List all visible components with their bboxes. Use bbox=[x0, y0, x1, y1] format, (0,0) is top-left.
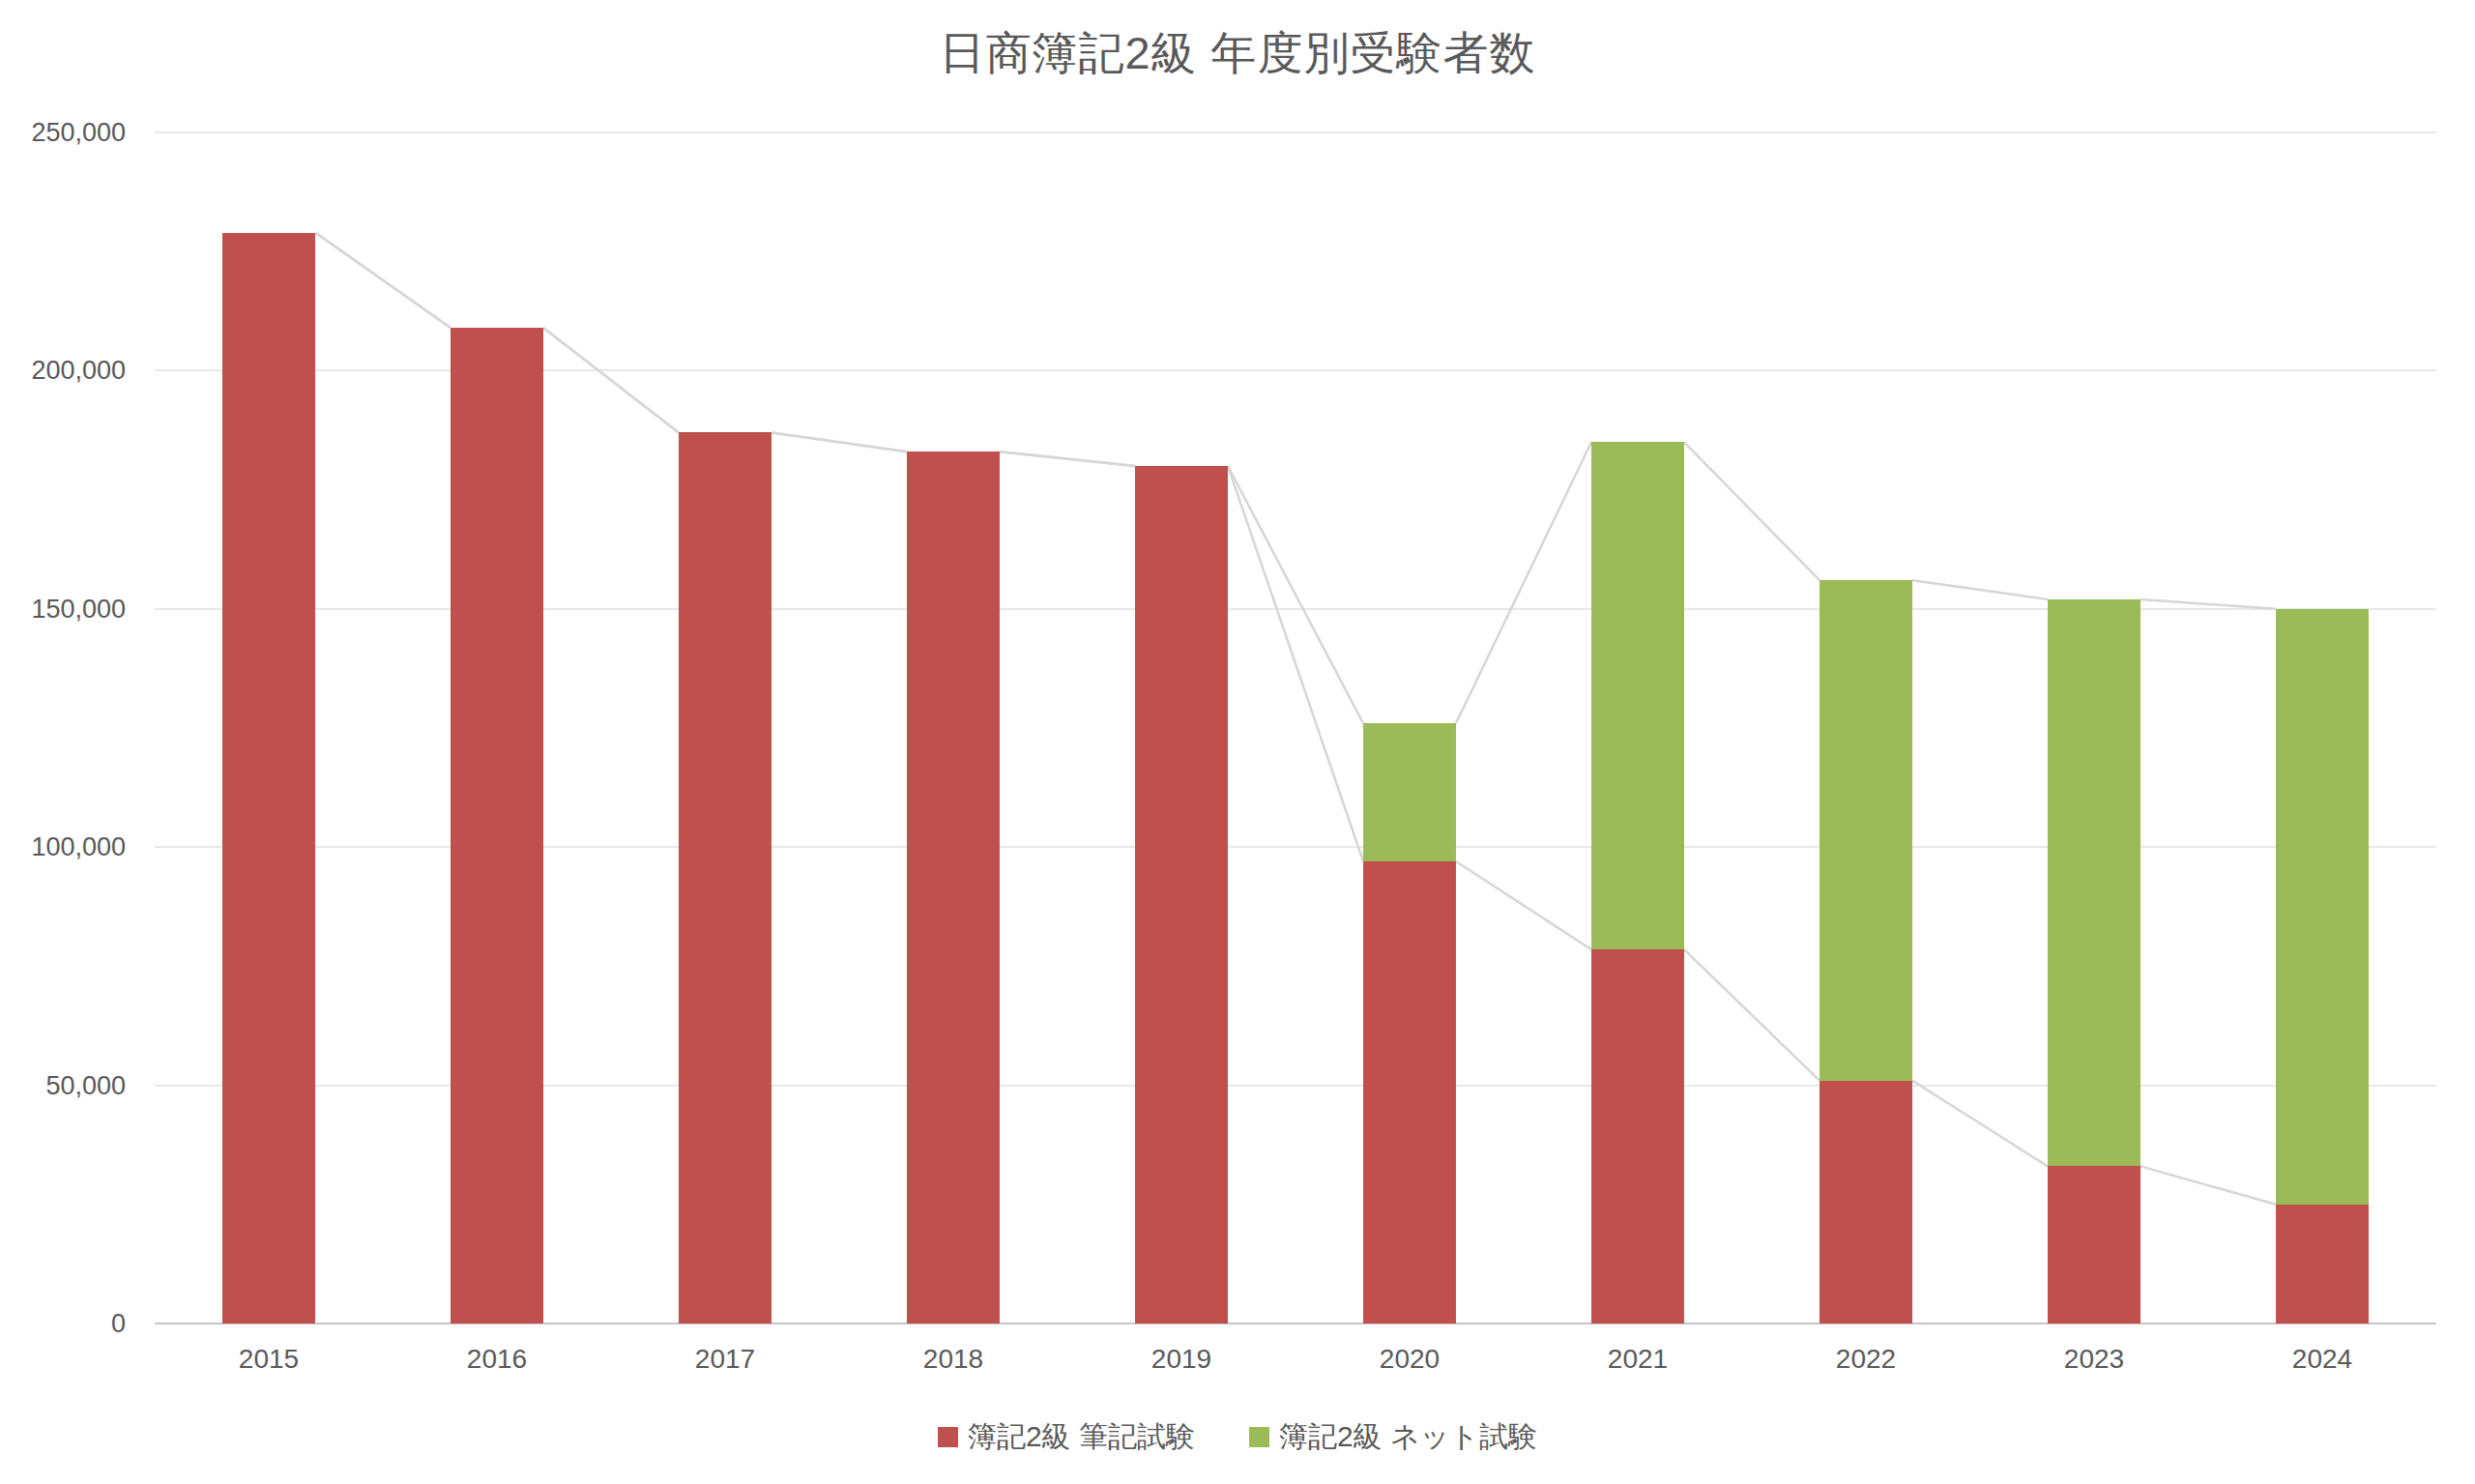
bar-2020-series-1 bbox=[1363, 723, 1456, 861]
x-axis-label-2024: 2024 bbox=[2208, 1343, 2436, 1376]
series-line-0-2020-2021 bbox=[1456, 861, 1591, 949]
bar-2024-series-1 bbox=[2276, 609, 2369, 1205]
legend-item-series-1: 簿記2級 ネット試験 bbox=[1249, 1417, 1537, 1457]
y-axis-label-250000: 250,000 bbox=[0, 113, 126, 152]
series-line-0-2021-2022 bbox=[1684, 949, 1820, 1081]
x-axis-label-2020: 2020 bbox=[1296, 1343, 1524, 1376]
series-line-0-2016-2017 bbox=[543, 328, 679, 432]
bar-2023-series-1 bbox=[2048, 599, 2140, 1166]
x-axis-label-2016: 2016 bbox=[383, 1343, 611, 1376]
legend-swatch-icon bbox=[938, 1427, 958, 1447]
bar-2016-series-0 bbox=[451, 328, 543, 1324]
series-line-1-2021-2022 bbox=[1684, 442, 1820, 580]
x-axis-label-2021: 2021 bbox=[1524, 1343, 1752, 1376]
series-line-1-2018-2019 bbox=[1000, 451, 1135, 466]
x-axis-label-2017: 2017 bbox=[611, 1343, 839, 1376]
chart: 日商簿記2級 年度別受験者数 050,000100,000150,000200,… bbox=[0, 0, 2475, 1484]
gridline-250000 bbox=[155, 131, 2436, 133]
series-line-0-2015-2016 bbox=[315, 232, 451, 328]
bar-2021-series-1 bbox=[1591, 442, 1684, 949]
series-line-0-2023-2024 bbox=[2140, 1166, 2276, 1204]
bar-2023-series-0 bbox=[2048, 1166, 2140, 1324]
x-axis-label-2023: 2023 bbox=[1980, 1343, 2208, 1376]
legend-label: 簿記2級 筆記試験 bbox=[968, 1417, 1195, 1457]
y-axis-label-200000: 200,000 bbox=[0, 351, 126, 390]
series-line-1-2022-2023 bbox=[1912, 580, 2048, 599]
series-line-0-2019-2020 bbox=[1228, 466, 1363, 861]
x-axis-label-2018: 2018 bbox=[839, 1343, 1067, 1376]
series-line-1-2016-2017 bbox=[543, 328, 679, 432]
bar-2015-series-0 bbox=[222, 233, 315, 1324]
bar-2017-series-0 bbox=[679, 432, 772, 1324]
series-line-0-2017-2018 bbox=[772, 432, 907, 451]
y-axis-label-100000: 100,000 bbox=[0, 828, 126, 866]
y-axis-label-150000: 150,000 bbox=[0, 590, 126, 628]
series-line-1-2015-2016 bbox=[315, 232, 451, 328]
bar-2018-series-0 bbox=[907, 451, 1000, 1324]
bar-2022-series-0 bbox=[1820, 1081, 1912, 1324]
series-line-0-2022-2023 bbox=[1912, 1081, 2048, 1167]
chart-title: 日商簿記2級 年度別受験者数 bbox=[0, 23, 2475, 84]
legend: 簿記2級 筆記試験 簿記2級 ネット試験 bbox=[0, 1417, 2475, 1457]
bar-2021-series-0 bbox=[1591, 949, 1684, 1324]
legend-swatch-icon bbox=[1249, 1427, 1269, 1447]
y-axis-label-0: 0 bbox=[0, 1304, 126, 1343]
bar-2022-series-1 bbox=[1820, 580, 1912, 1080]
plot-area: 050,000100,000150,000200,000250,00020152… bbox=[155, 132, 2436, 1324]
series-line-1-2017-2018 bbox=[772, 432, 907, 451]
series-line-1-2020-2021 bbox=[1456, 442, 1591, 723]
series-line-0-2018-2019 bbox=[1000, 451, 1135, 466]
x-axis-label-2019: 2019 bbox=[1067, 1343, 1296, 1376]
y-axis-label-50000: 50,000 bbox=[0, 1066, 126, 1105]
legend-label: 簿記2級 ネット試験 bbox=[1279, 1417, 1537, 1457]
x-axis-label-2015: 2015 bbox=[155, 1343, 383, 1376]
bar-2024-series-0 bbox=[2276, 1205, 2369, 1324]
bar-2019-series-0 bbox=[1135, 466, 1228, 1324]
x-axis-label-2022: 2022 bbox=[1752, 1343, 1980, 1376]
bar-2020-series-0 bbox=[1363, 861, 1456, 1324]
series-line-1-2019-2020 bbox=[1228, 466, 1363, 723]
legend-item-series-0: 簿記2級 筆記試験 bbox=[938, 1417, 1195, 1457]
